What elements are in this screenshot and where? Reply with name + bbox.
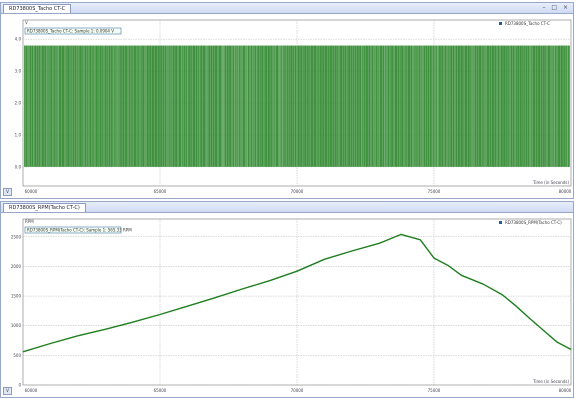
axis-unit-button[interactable]: V: [3, 188, 12, 196]
x-tick-label: 65000: [154, 189, 167, 194]
rpm-data-point: [557, 342, 558, 343]
rpm-data-point: [543, 330, 544, 331]
rpm-data-point: [515, 305, 517, 307]
y-tick-label: 500: [13, 353, 21, 358]
y-tick-label: 1500: [11, 294, 22, 299]
rpm-data-point: [483, 283, 484, 285]
rpm-data-point: [502, 294, 503, 296]
rpm-chart[interactable]: 60000 65000 70000 75000 80000 2500 2000 1500 100…: [1, 213, 573, 397]
rpm-data-point: [461, 275, 462, 276]
cursor-value-box: [24, 27, 122, 35]
y-tick-label: 2500: [11, 234, 22, 239]
tacho-signal-line: [23, 45, 570, 167]
tacho-panel: RD73800S_Tacho CT-C – □ × 60000 65000 7000…: [0, 2, 574, 199]
rpm-data-point: [420, 239, 421, 241]
legend-swatch: [499, 22, 502, 25]
y-tick-label: 1000: [11, 323, 22, 328]
y-tick-label: 4.0: [15, 37, 22, 42]
tacho-signal-band: [24, 45, 570, 167]
rpm-data-point: [447, 264, 449, 266]
legend-swatch: [499, 221, 502, 224]
cursor-value-text: RD73800S_Tacho CT-C: Sample 1: 0.0904 V: [27, 28, 114, 33]
tacho-chart[interactable]: 60000 65000 70000 75000 80000 4.0 3.0 2.0 1.0 0.0…: [1, 14, 573, 198]
rpm-data-point: [241, 288, 243, 290]
y-tick-label: 0: [18, 383, 21, 388]
y-unit-label: V: [25, 20, 28, 25]
rpm-data-point: [269, 280, 270, 281]
rpm-data-point: [400, 234, 402, 235]
x-tick-label: 70000: [291, 388, 304, 393]
tab-tacho[interactable]: RD73800S_Tacho CT-C: [3, 4, 72, 13]
rpm-data-point: [529, 318, 531, 319]
x-tick-label: 65000: [154, 388, 167, 393]
legend-entry: RD73800S_RPM(Tacho CT-C): [505, 220, 562, 225]
rpm-data-point: [351, 250, 353, 252]
x-tick-label: 60000: [25, 189, 38, 194]
rpm-data-point: [104, 328, 106, 330]
x-axis-label: Time (in Seconds): [532, 180, 569, 185]
y-tick-label: 3.0: [15, 69, 22, 74]
rpm-panel: RD73800S_RPM(Tacho CT-C) 60000 65000 70000…: [0, 201, 574, 398]
rpm-data-point: [570, 349, 572, 350]
rpm-data-point: [378, 243, 380, 244]
rpm-data-point: [50, 343, 51, 344]
x-tick-label: 60000: [25, 388, 38, 393]
x-tick-label: 75000: [428, 388, 441, 393]
rpm-data-point: [132, 321, 133, 323]
rpm-data-point: [22, 351, 24, 353]
x-tick-label: 75000: [428, 189, 441, 194]
y-unit-label: RPM: [25, 219, 34, 224]
rpm-tabbar: RD73800S_RPM(Tacho CT-C): [1, 202, 573, 213]
rpm-data-point: [296, 270, 298, 272]
y-tick-label: 1.0: [15, 132, 22, 137]
rpm-data-point: [324, 259, 325, 260]
cursor-value-box: [24, 226, 122, 234]
tacho-tabbar: RD73800S_Tacho CT-C – □ ×: [1, 3, 573, 14]
x-tick-label: 80000: [559, 388, 572, 393]
y-tick-label: 2.0: [15, 101, 22, 106]
tab-rpm[interactable]: RD73800S_RPM(Tacho CT-C): [3, 203, 86, 212]
axis-unit-button[interactable]: V: [3, 387, 12, 395]
rpm-data-point: [77, 335, 79, 337]
rpm-data-point: [187, 305, 188, 307]
rpm-data-point: [159, 314, 161, 315]
x-axis-label: Time (in Seconds): [532, 379, 569, 384]
window-controls[interactable]: – □ ×: [542, 4, 570, 11]
legend-entry: RD73800S_Tacho CT-C: [505, 21, 550, 26]
x-tick-label: 70000: [291, 189, 304, 194]
rpm-series-line: [22, 233, 572, 353]
cursor-value-text: RD73800S_RPM(Tacho CT-C): Sample 1: 565.…: [27, 227, 132, 232]
rpm-data-point: [214, 297, 216, 299]
y-tick-label: 2000: [11, 264, 22, 269]
rpm-data-point: [433, 257, 435, 259]
x-tick-label: 80000: [559, 189, 572, 194]
y-tick-label: 0.0: [15, 164, 22, 169]
